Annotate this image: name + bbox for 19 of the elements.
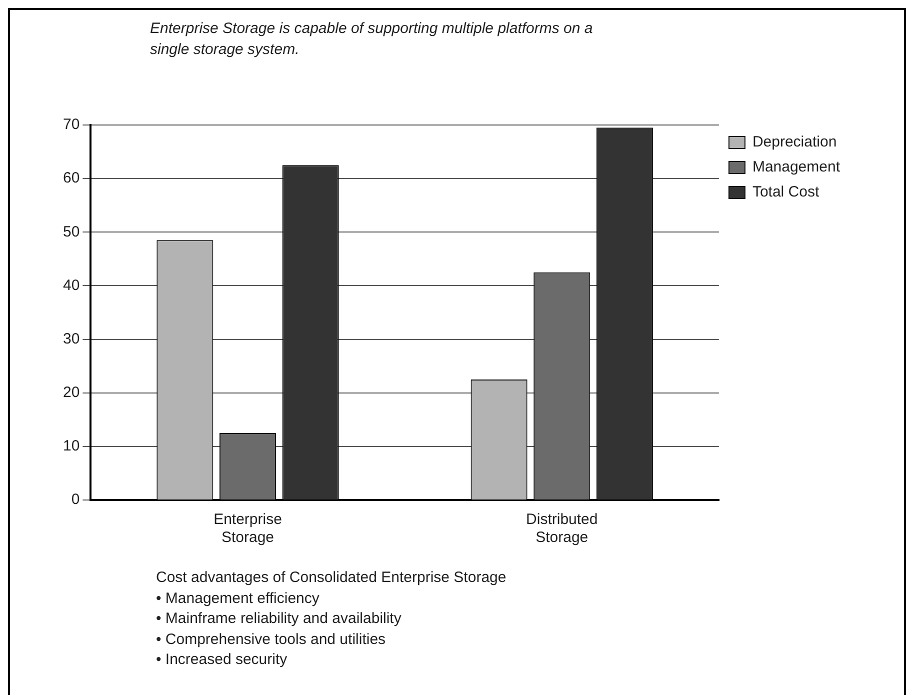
x-tick-label: Distributed Storage	[526, 511, 598, 546]
legend-label: Total Cost	[752, 184, 820, 201]
text: • Comprehensive tools and utilities	[156, 630, 387, 650]
chart-title: Enterprise Storage is capable of supporting multiple platforms on a single storage system.	[150, 19, 594, 60]
y-tick-label: 10	[62, 438, 80, 455]
y-tick-label: 40	[62, 276, 80, 294]
legend-label: Management	[752, 158, 841, 176]
text: • Mainframe reliability and availability	[156, 609, 402, 629]
y-tick-label: 50	[62, 223, 80, 240]
y-tick-label: 70	[62, 116, 80, 134]
y-tick-label: 30	[62, 330, 80, 348]
text: • Management efficiency	[156, 588, 320, 608]
legend-label: Depreciation	[752, 134, 837, 151]
y-tick-label: 20	[62, 384, 80, 401]
x-tick-label: Enterprise Storage	[214, 511, 282, 546]
text: Cost advantages of Consolidated Enterprise Storage	[156, 568, 506, 588]
y-tick-label: 0	[71, 491, 80, 508]
text: • Increased security	[156, 650, 288, 670]
y-tick-label: 60	[62, 170, 80, 187]
